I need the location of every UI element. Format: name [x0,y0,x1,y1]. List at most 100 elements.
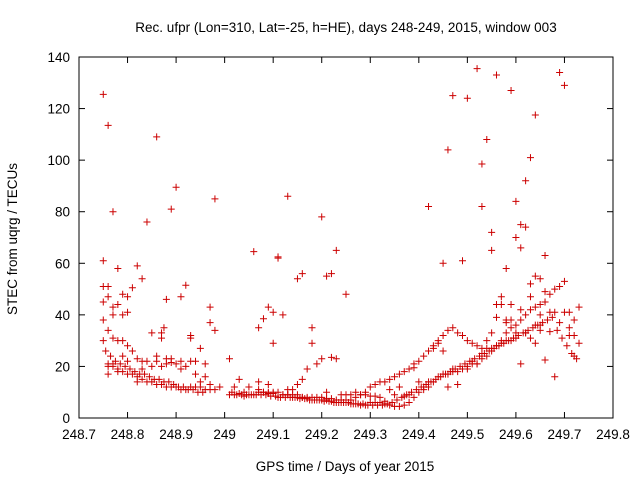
y-tick-label: 100 [47,153,70,168]
data-point [434,337,442,345]
data-point [536,321,544,329]
data-point [211,195,219,203]
data-point [463,337,471,345]
data-point [104,326,112,334]
data-point [560,81,568,89]
data-point [153,133,161,141]
data-point [471,355,479,363]
x-tick-label: 249 [213,427,236,442]
data-point [172,183,180,191]
data-point [279,311,287,319]
data-point [473,65,481,73]
data-point [284,192,292,200]
data-point [517,360,525,368]
data-point [459,331,467,339]
data-point [522,329,530,337]
data-point [235,375,243,383]
data-point [124,293,132,301]
data-point [138,375,146,383]
axis-ticks: 248.7 248.8 248.9 249 249.1 249.2 249.3 249.4 24… [47,50,629,442]
data-point [517,306,525,314]
y-tick-label: 120 [47,102,70,117]
data-point [517,221,525,229]
data-point [187,334,195,342]
data-point [454,329,462,337]
x-tick-label: 249.6 [499,427,533,442]
x-tick-label: 249.4 [402,427,436,442]
data-point [405,399,413,407]
x-tick-label: 248.9 [159,427,193,442]
data-point [420,352,428,360]
data-point [104,293,112,301]
data-point [332,355,340,363]
data-point [388,399,396,407]
y-tick-label: 140 [47,50,70,65]
data-point [104,370,112,378]
data-point [437,373,445,381]
data-point [332,246,340,254]
data-point [459,257,467,265]
data-point [551,308,559,316]
data-point [507,87,515,95]
data-point [148,378,156,386]
data-point [177,365,185,373]
data-point [425,347,433,355]
data-point [546,328,554,336]
data-point [104,282,112,290]
data-point [99,257,107,265]
data-point [259,315,267,323]
data-point [454,380,462,388]
data-point [505,337,513,345]
data-point [133,262,141,270]
data-point [126,365,134,373]
data-point [512,334,520,342]
data-point [264,303,272,311]
data-point [412,386,420,394]
data-point [128,370,136,378]
plot-frame [78,56,614,419]
data-point [138,365,146,373]
data-point [512,321,520,329]
data-point [398,393,406,401]
data-point [298,375,306,383]
y-tick-label: 20 [55,359,70,374]
data-point [517,316,525,324]
data-point [357,391,365,399]
data-point [172,360,180,368]
data-point [216,383,224,391]
data-point [403,391,411,399]
x-tick-label: 249.3 [353,427,387,442]
data-point [395,383,403,391]
data-point [378,401,386,409]
data-point [488,329,496,337]
data-point [109,303,117,311]
data-point [269,339,277,347]
data-point [536,275,544,283]
data-point [148,362,156,370]
data-point [230,383,238,391]
data-point [162,295,170,303]
data-point [502,329,510,337]
data-point [432,375,440,383]
data-point [182,281,190,289]
data-point [109,311,117,319]
data-point [196,344,204,352]
data-point [480,350,488,358]
data-point [507,301,515,309]
data-point [327,353,335,361]
data-point [155,375,163,383]
data-point [492,71,500,79]
data-point [451,365,459,373]
data-point [556,319,564,327]
data-point [444,383,452,391]
data-point [548,313,556,321]
data-point [167,355,175,363]
data-point [386,375,394,383]
data-point [225,355,233,363]
data-point [153,352,161,360]
data-point [551,373,559,381]
data-point [541,288,549,296]
data-point [415,357,423,365]
data-point [565,308,573,316]
data-point [211,326,219,334]
